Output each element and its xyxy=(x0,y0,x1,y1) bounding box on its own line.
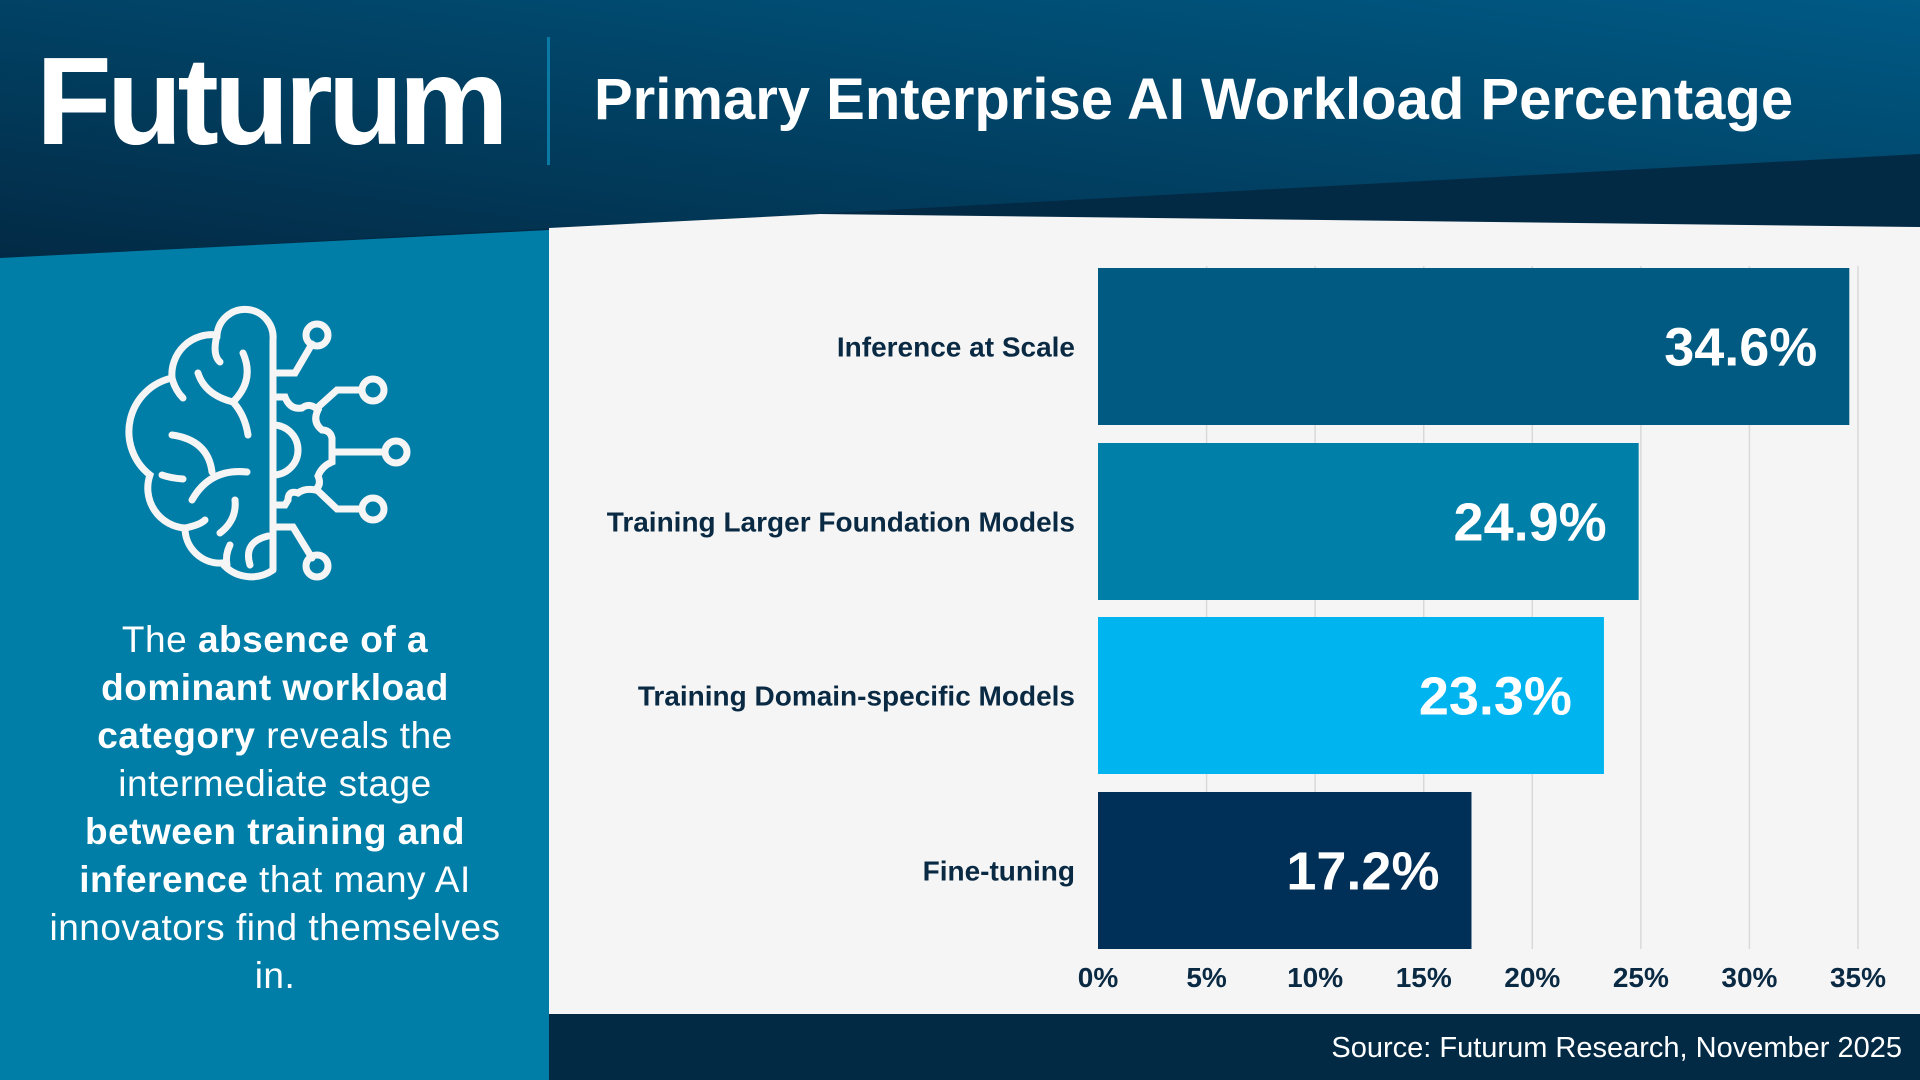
bar xyxy=(1098,443,1639,600)
insight-text-part: The xyxy=(121,619,198,660)
brain-circuit-icon xyxy=(125,305,411,581)
data-label: 24.9% xyxy=(1454,493,1607,553)
header-divider xyxy=(547,37,550,165)
data-label: 34.6% xyxy=(1664,318,1817,378)
x-tick-label: 20% xyxy=(1504,962,1560,993)
category-label: Inference at Scale xyxy=(837,332,1075,363)
source-note: Source: Futurum Research, November 2025 xyxy=(1331,1032,1902,1064)
data-label: 23.3% xyxy=(1419,667,1572,727)
bar xyxy=(1098,268,1850,425)
x-tick-label: 35% xyxy=(1830,962,1886,993)
bar xyxy=(1098,792,1472,949)
x-tick-label: 0% xyxy=(1078,962,1119,993)
category-label: Fine-tuning xyxy=(923,856,1075,887)
bar-chart: 0% 5% 10% 15% 20% 25% 30% 35% Inference at Scale… xyxy=(549,214,1920,1014)
insight-text-part: reveals the intermediate stage xyxy=(118,715,453,804)
bar xyxy=(1098,617,1604,774)
x-tick-label: 10% xyxy=(1287,962,1343,993)
x-tick-label: 25% xyxy=(1613,962,1669,993)
insight-text-part: that many AI innovators find themselves … xyxy=(49,859,501,996)
x-tick-label: 30% xyxy=(1721,962,1777,993)
category-label: Training Domain-specific Models xyxy=(638,681,1075,712)
insight-text-part: between training and inference xyxy=(79,811,466,900)
insight-text: The absence of a dominant workload categ… xyxy=(40,616,510,1000)
insight-text-part: absence of a dominant workload category xyxy=(97,619,449,756)
futurum-logo: Futurum xyxy=(36,33,509,171)
chart-plot: 0% 5% 10% 15% 20% 25% 30% 35% Inference at Scale… xyxy=(607,266,1886,993)
chart-title: Primary Enterprise AI Workload Percentag… xyxy=(594,67,1794,132)
x-tick-label: 5% xyxy=(1186,962,1227,993)
footer-bar: Source: Futurum Research, November 2025 xyxy=(549,1014,1920,1080)
data-label: 17.2% xyxy=(1286,842,1439,902)
sidebar-panel xyxy=(0,230,549,1080)
category-label: Training Larger Foundation Models xyxy=(607,507,1075,538)
x-tick-label: 15% xyxy=(1396,962,1452,993)
